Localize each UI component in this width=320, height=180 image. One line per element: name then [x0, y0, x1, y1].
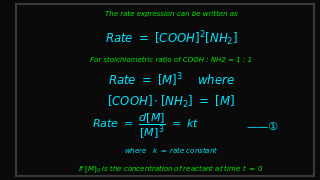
- Text: $Rate\ =\ [M]^{3}$    where: $Rate\ =\ [M]^{3}$ where: [108, 71, 235, 89]
- Text: ——①: ——①: [246, 122, 278, 132]
- Text: $Rate\ =\ \dfrac{d[M]}{[M]^{3}}\ =\ kt$: $Rate\ =\ \dfrac{d[M]}{[M]^{3}}\ =\ kt$: [92, 112, 199, 141]
- Text: where   $k\ =$ rate constant: where $k\ =$ rate constant: [124, 145, 219, 155]
- Text: if $[M]_{0}$ is the concentration of reactant at time $t\ =\ 0$: if $[M]_{0}$ is the concentration of rea…: [78, 163, 264, 175]
- Text: $[COOH]\cdot[NH_{2}]\ =\ [M]$: $[COOH]\cdot[NH_{2}]\ =\ [M]$: [107, 94, 235, 110]
- Text: The rate expression can be written as: The rate expression can be written as: [105, 10, 237, 17]
- Text: For stoichiometric ratio of COOH : NH2 = 1 : 1: For stoichiometric ratio of COOH : NH2 =…: [90, 57, 252, 63]
- Text: $Rate\ =\ [COOH]^{2}[NH_{2}]$: $Rate\ =\ [COOH]^{2}[NH_{2}]$: [105, 29, 238, 48]
